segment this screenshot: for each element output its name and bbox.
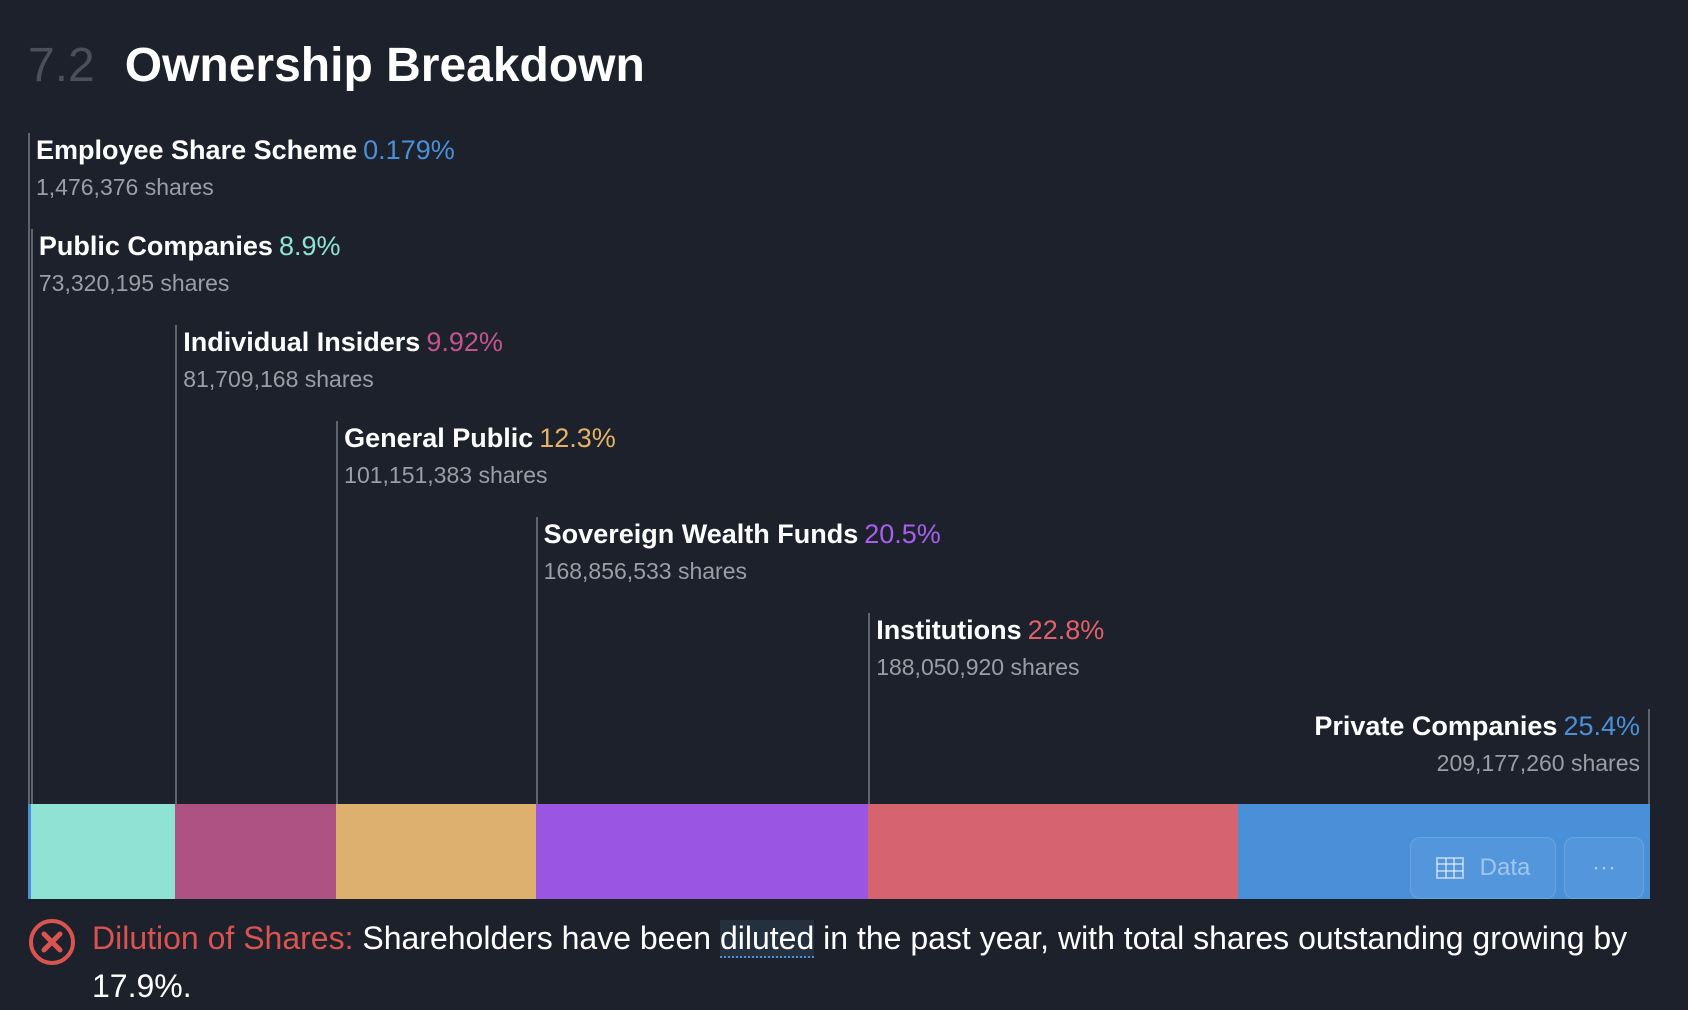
- error-circle-x-icon: [29, 919, 75, 965]
- bar-segment[interactable]: [30, 804, 176, 899]
- segment-percent: 0.179%: [363, 135, 455, 165]
- bar-segment[interactable]: [336, 804, 536, 899]
- segment-label: Sovereign Wealth Funds 20.5% 168,856,533 s…: [544, 519, 941, 585]
- more-icon: ···: [1592, 854, 1616, 881]
- segment-shares: 168,856,533 shares: [543, 558, 747, 584]
- leader-line: [175, 325, 178, 804]
- table-icon: [1435, 857, 1464, 879]
- segment-name: Individual Insiders: [183, 327, 421, 357]
- segment-percent: 9.92%: [426, 327, 503, 357]
- segment-percent: 12.3%: [539, 423, 616, 453]
- data-button[interactable]: Data: [1410, 837, 1556, 899]
- section-title: 7.2 Ownership Breakdown: [28, 38, 645, 93]
- bar-segment[interactable]: [535, 804, 869, 899]
- segment-name: Employee Share Scheme: [36, 135, 358, 165]
- segment-name: Private Companies: [1314, 711, 1558, 741]
- leader-line: [30, 229, 33, 804]
- segment-label: Employee Share Scheme 0.179% 1,476,376 sha…: [36, 135, 455, 201]
- segment-percent: 22.8%: [1027, 615, 1105, 645]
- segment-shares: 81,709,168 shares: [183, 366, 374, 392]
- leader-line: [868, 613, 871, 804]
- segment-percent: 25.4%: [1563, 711, 1640, 741]
- dilution-warning: Dilution of Shares: Shareholders have be…: [28, 914, 1668, 1010]
- segment-name: General Public: [344, 423, 534, 453]
- leader-line: [28, 133, 30, 804]
- page-title: Ownership Breakdown: [124, 39, 645, 92]
- leader-line: [336, 421, 339, 804]
- section-number: 7.2: [28, 39, 95, 92]
- segment-shares: 101,151,383 shares: [344, 462, 548, 488]
- bar-segment[interactable]: [28, 804, 31, 899]
- warning-text-after: in the past year, with total shares outs…: [92, 920, 1628, 1004]
- bar-segment[interactable]: [868, 804, 1238, 899]
- segment-label: Private Companies 25.4% 209,177,260 shares: [1314, 711, 1640, 777]
- segment-shares: 73,320,195 shares: [38, 270, 230, 296]
- more-options-button[interactable]: ···: [1564, 837, 1644, 899]
- segment-shares: 209,177,260 shares: [1436, 750, 1640, 776]
- warning-text-before: Shareholders have been: [362, 920, 712, 956]
- segment-name: Sovereign Wealth Funds: [543, 519, 859, 549]
- segment-percent: 20.5%: [864, 519, 941, 549]
- data-button-label: Data: [1479, 854, 1531, 881]
- leader-line: [535, 517, 538, 804]
- segment-shares: 188,050,920 shares: [876, 654, 1080, 680]
- bar-segment[interactable]: [175, 804, 337, 899]
- segment-percent: 8.9%: [278, 231, 341, 261]
- segment-name: Institutions: [876, 615, 1022, 645]
- segment-shares: 1,476,376 shares: [36, 174, 214, 200]
- bar-segment[interactable]: [1238, 804, 1650, 899]
- segment-label: Individual Insiders 9.92% 81,709,168 share…: [183, 327, 503, 393]
- segment-label: General Public 12.3% 101,151,383 shares: [344, 423, 616, 489]
- diluted-term-link[interactable]: diluted: [719, 920, 815, 958]
- segment-label: Institutions 22.8% 188,050,920 shares: [876, 615, 1104, 681]
- leader-line: [1648, 709, 1650, 804]
- segment-name: Public Companies: [38, 231, 273, 261]
- warning-heading: Dilution of Shares:: [92, 920, 354, 956]
- segment-label: Public Companies 8.9% 73,320,195 shares: [39, 231, 341, 297]
